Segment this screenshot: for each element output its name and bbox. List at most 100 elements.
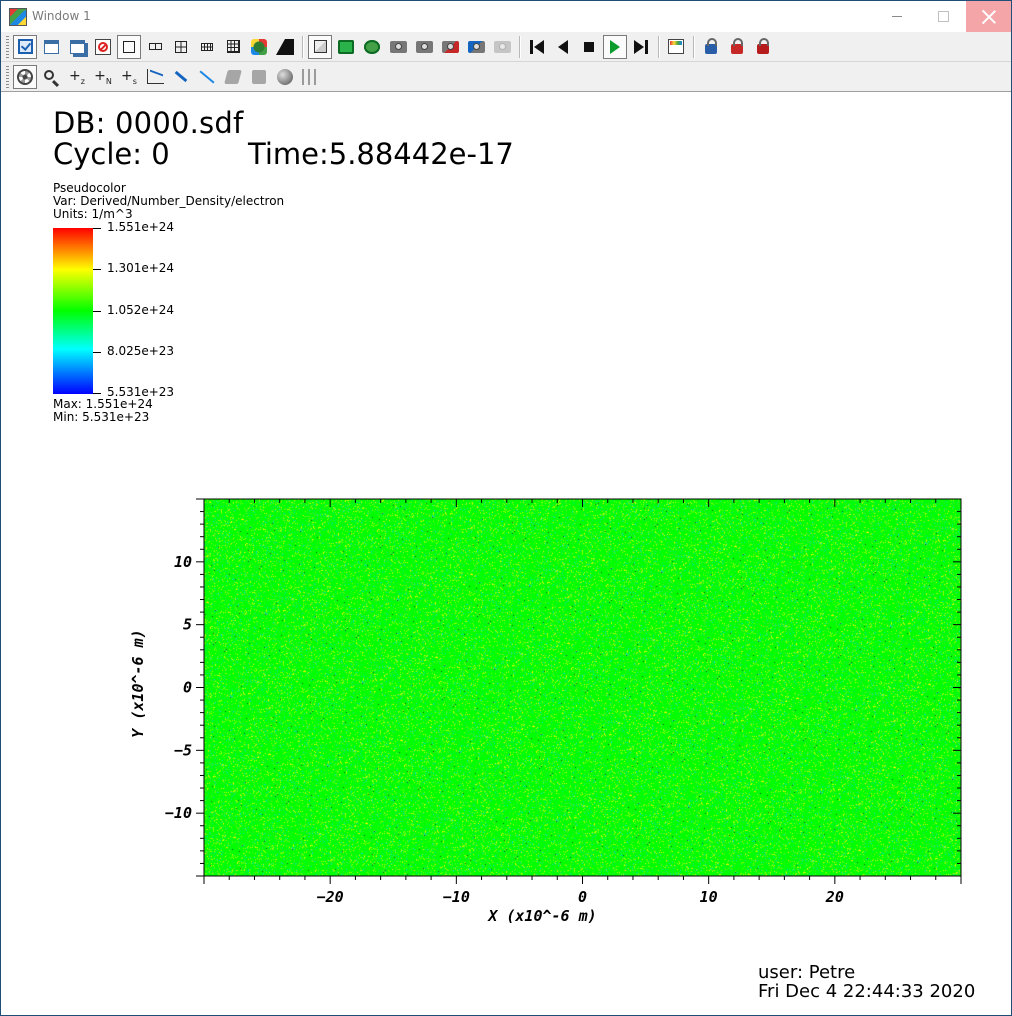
legend-variable: Var: Derived/Number_Density/electron <box>53 194 285 208</box>
x-tick-label: 0 <box>578 888 587 906</box>
toolbar-grip[interactable] <box>6 35 9 58</box>
y-tick-label: 0 <box>183 679 192 697</box>
lock-time-button[interactable] <box>725 35 749 59</box>
box-button[interactable] <box>247 65 271 89</box>
green-tool-2-icon <box>364 39 380 54</box>
step-forward-button[interactable] <box>629 35 653 59</box>
time-label: Time:5.88442e-17 <box>248 137 514 171</box>
close-icon <box>982 10 996 24</box>
y-tick-label: −10 <box>165 804 192 822</box>
lock-view-button[interactable] <box>699 35 723 59</box>
spin-button[interactable] <box>273 35 297 59</box>
layout-1x1-icon <box>123 40 135 53</box>
layout-1x1-button[interactable] <box>117 34 141 59</box>
spin-icon <box>276 38 294 55</box>
toolbar-separator <box>519 35 520 58</box>
minimize-icon <box>892 16 902 17</box>
clone-window-button[interactable] <box>65 35 89 59</box>
pick-button[interactable] <box>169 65 193 89</box>
spreadsheet-pick-button[interactable]: +s <box>117 65 141 89</box>
delete-window-icon <box>95 38 111 55</box>
close-button[interactable] <box>966 1 1011 32</box>
green-tool-2-button[interactable] <box>360 35 384 59</box>
app-icon <box>9 8 27 26</box>
camera-2-button[interactable] <box>412 35 436 59</box>
date-label: Fri Dec 4 22:44:33 2020 <box>758 981 976 1002</box>
delete-window-button[interactable] <box>91 35 115 59</box>
colorbar-label: 8.025e+23 <box>107 344 175 358</box>
line-button[interactable] <box>195 65 219 89</box>
play-back-button[interactable] <box>551 35 575 59</box>
green-tool-1-icon <box>338 39 354 54</box>
main-toolbar <box>1 32 1011 62</box>
active-window-button[interactable] <box>13 34 37 59</box>
axis-restrict-button[interactable] <box>299 65 323 89</box>
title-bar[interactable]: Window 1 <box>1 1 1011 32</box>
visualization-area[interactable]: DB: 0000.sdf Cycle: 0 Time:5.88442e-17 P… <box>1 92 1011 1015</box>
colorbar-tick <box>93 352 101 353</box>
layout-2x4-icon <box>201 42 213 51</box>
zoom-icon <box>44 69 54 80</box>
maximize-button[interactable] <box>920 1 966 32</box>
lock-tools-button[interactable] <box>751 35 775 59</box>
chart-button[interactable] <box>664 35 688 59</box>
play-back-icon <box>558 39 568 54</box>
legend-min: Min: 5.531e+23 <box>53 410 150 424</box>
step-back-icon <box>530 39 544 54</box>
colorbar-label: 1.052e+24 <box>107 303 175 317</box>
minimize-button[interactable] <box>874 1 920 32</box>
lineout-button[interactable] <box>143 65 167 89</box>
play-button[interactable] <box>603 34 627 59</box>
plane-icon <box>224 69 242 84</box>
colorbar-tick <box>93 269 101 270</box>
colorbar-tick <box>93 393 101 394</box>
transform-button[interactable] <box>247 35 271 59</box>
toolbar-separator <box>693 35 694 58</box>
layout-1x2-icon <box>148 43 162 50</box>
camera-4-button[interactable] <box>464 35 488 59</box>
navigate-icon <box>17 68 33 85</box>
colorbar-label: 1.551e+24 <box>107 220 175 234</box>
checkbox-window-icon <box>17 39 33 54</box>
camera-4-icon <box>467 40 485 53</box>
legend-title: Pseudocolor <box>53 181 126 195</box>
toolbar-separator <box>302 35 303 58</box>
pick-icon <box>174 70 188 83</box>
legend-units: Units: 1/m^3 <box>53 207 133 221</box>
camera-3-button[interactable] <box>438 35 462 59</box>
toolbar-grip[interactable] <box>6 65 9 88</box>
sphere-button[interactable] <box>273 65 297 89</box>
layout-2x4-button[interactable] <box>195 35 219 59</box>
transform-icon <box>251 38 267 55</box>
pseudocolor-plot[interactable] <box>204 499 961 876</box>
layout-2x2-button[interactable] <box>169 35 193 59</box>
step-back-button[interactable] <box>525 35 549 59</box>
x-tick-label: 20 <box>825 888 844 906</box>
stop-button[interactable] <box>577 35 601 59</box>
play-icon <box>610 39 620 54</box>
green-tool-1-button[interactable] <box>334 35 358 59</box>
lock-tools-icon <box>757 38 769 54</box>
layout-1x2-button[interactable] <box>143 35 167 59</box>
zone-pick-button[interactable]: +z <box>65 65 89 89</box>
camera-2-icon <box>415 40 433 53</box>
camera-disabled-button[interactable] <box>490 35 514 59</box>
legend-colorbar <box>53 228 93 394</box>
zoom-button[interactable] <box>39 65 63 89</box>
view-3d-button[interactable] <box>308 34 332 59</box>
new-window-button[interactable] <box>39 35 63 59</box>
y-tick-label: −5 <box>174 741 192 759</box>
y-tick-label: 10 <box>174 553 192 571</box>
navigate-button[interactable] <box>13 64 37 89</box>
window-title: Window 1 <box>32 9 91 23</box>
lineout-icon <box>146 69 164 84</box>
colorbar-label: 5.531e+23 <box>107 385 175 399</box>
layout-3x3-button[interactable] <box>221 35 245 59</box>
plane-button[interactable] <box>221 65 245 89</box>
camera-1-button[interactable] <box>386 35 410 59</box>
node-pick-button[interactable]: +N <box>91 65 115 89</box>
legend-max: Max: 1.551e+24 <box>53 397 153 411</box>
step-forward-icon <box>634 39 648 54</box>
stop-icon <box>584 41 594 52</box>
